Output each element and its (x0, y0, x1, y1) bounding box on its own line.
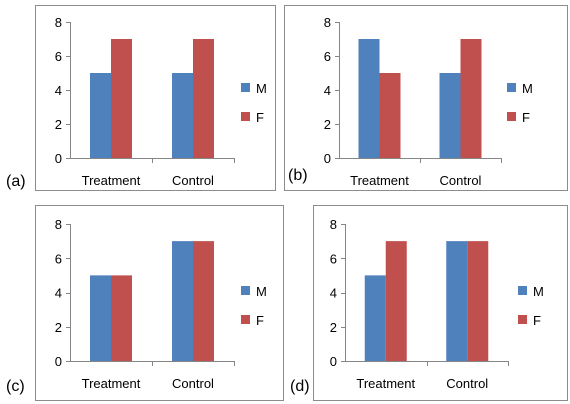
panel-label: (b) (288, 167, 308, 184)
y-tick-label: 4 (324, 83, 331, 98)
legend-swatch-f (241, 315, 250, 324)
legend-swatch-m (241, 286, 250, 295)
bar-f-treatment (379, 73, 401, 158)
chart-panel-2: 0 2 4 6 8 Treatment Control MF (b) (284, 5, 568, 191)
bar-m-control (172, 241, 193, 361)
y-tick-label: 0 (55, 151, 62, 166)
chart-panel-3: 0 2 4 6 8 Treatment Control MF (c) (6, 205, 284, 401)
chart-frame (35, 205, 284, 401)
bar-f-treatment (385, 241, 407, 361)
legend-swatch-f (518, 315, 527, 324)
y-tick-label: 8 (55, 217, 62, 232)
bar-f-control (460, 39, 482, 158)
bar-f-control (193, 241, 214, 361)
panel-label: (a) (6, 173, 26, 190)
y-tick-label: 2 (330, 320, 337, 335)
y-tick-label: 8 (55, 15, 62, 30)
chart-panel-4: 0 2 4 6 8 Treatment Control MF (d) (290, 205, 568, 401)
bar-m-treatment (90, 73, 111, 158)
x-category-label: Treatment (356, 376, 415, 391)
x-category-label: Control (446, 376, 488, 391)
legend-label-f: F (256, 110, 264, 125)
chart-frame (313, 205, 568, 401)
x-category-label: Control (172, 376, 214, 391)
legend-label-m: M (522, 81, 533, 96)
x-category-label: Treatment (82, 173, 141, 188)
legend-swatch-m (507, 83, 516, 92)
y-tick-label: 6 (55, 251, 62, 266)
y-tick-label: 4 (55, 286, 62, 301)
legend-swatch-f (507, 112, 516, 121)
legend-label-f: F (533, 313, 541, 328)
bar-f-treatment (111, 39, 132, 158)
y-tick-label: 4 (330, 286, 337, 301)
y-tick-label: 2 (324, 117, 331, 132)
y-tick-label: 0 (330, 354, 337, 369)
bar-m-treatment (358, 39, 380, 158)
y-tick-label: 6 (330, 251, 337, 266)
panel-label: (c) (6, 378, 25, 395)
y-tick-label: 6 (55, 49, 62, 64)
legend-label-m: M (533, 284, 544, 299)
legend-label-f: F (522, 110, 530, 125)
bar-m-treatment (90, 275, 111, 361)
x-category-label: Treatment (82, 376, 141, 391)
x-category-label: Control (172, 173, 214, 188)
y-tick-label: 0 (324, 151, 331, 166)
chart-frame (284, 5, 568, 191)
x-category-label: Treatment (350, 173, 409, 188)
y-tick-label: 4 (55, 83, 62, 98)
legend-swatch-m (518, 286, 527, 295)
y-tick-label: 0 (55, 354, 62, 369)
bar-m-control (439, 73, 461, 158)
chart-panel-1: 0 2 4 6 8 Treatment Control MF (a) (6, 5, 276, 191)
y-tick-label: 2 (55, 117, 62, 132)
bar-f-control (193, 39, 214, 158)
y-tick-label: 8 (324, 15, 331, 30)
y-tick-label: 2 (55, 320, 62, 335)
bar-m-control (446, 241, 468, 361)
bar-f-control (467, 241, 489, 361)
y-tick-label: 6 (324, 49, 331, 64)
bar-f-treatment (111, 275, 132, 361)
bar-m-control (172, 73, 193, 158)
legend-label-m: M (256, 81, 267, 96)
x-category-label: Control (440, 173, 482, 188)
bar-m-treatment (364, 275, 386, 361)
panel-label: (d) (290, 378, 310, 395)
y-tick-label: 8 (330, 217, 337, 232)
legend-swatch-m (241, 83, 250, 92)
chart-frame (35, 5, 276, 191)
legend-label-m: M (256, 284, 267, 299)
legend-label-f: F (256, 313, 264, 328)
legend-swatch-f (241, 112, 250, 121)
